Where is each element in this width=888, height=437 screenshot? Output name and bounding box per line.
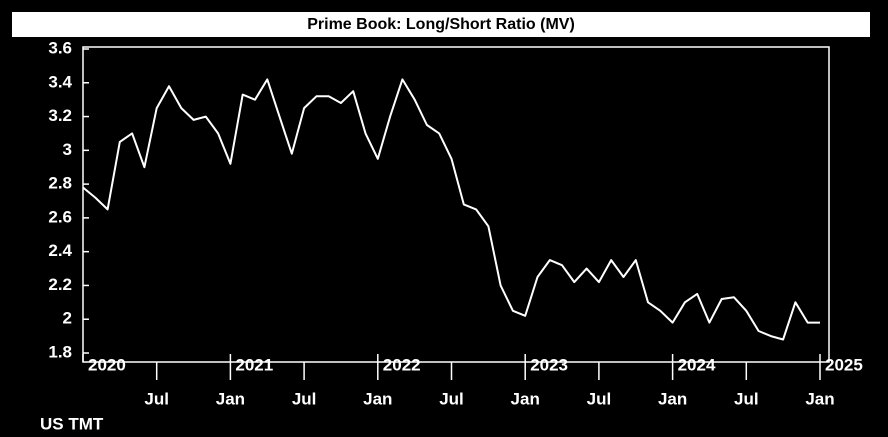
year-label: 2025	[825, 355, 863, 374]
data-line	[82, 78, 820, 341]
year-label: 2020	[88, 355, 126, 374]
footnote: US TMT	[40, 414, 104, 433]
x-tick-label: Jan	[216, 389, 245, 408]
y-tick-label: 3.2	[48, 106, 72, 125]
x-tick-label: Jul	[292, 389, 317, 408]
x-tick-label: Jan	[511, 389, 540, 408]
x-tick-label: Jul	[734, 389, 759, 408]
year-label: 2021	[235, 355, 273, 374]
y-tick-label: 3.4	[48, 72, 72, 91]
y-tick-label: 3	[63, 140, 72, 159]
y-tick-label: 2.4	[48, 241, 72, 260]
y-tick-label: 3.6	[48, 38, 72, 57]
y-tick-label: 2.8	[48, 174, 72, 193]
title-bar	[12, 12, 870, 37]
x-tick-label: Jul	[587, 389, 612, 408]
y-tick-label: 2.6	[48, 207, 72, 226]
year-label: 2023	[530, 355, 568, 374]
year-label: 2022	[383, 355, 421, 374]
x-tick-label: Jul	[144, 389, 169, 408]
plot-frame	[82, 46, 830, 363]
y-tick-label: 2	[63, 309, 72, 328]
x-tick-label: Jan	[805, 389, 834, 408]
x-tick-label: Jan	[363, 389, 392, 408]
chart-title: Prime Book: Long/Short Ratio (MV)	[307, 16, 575, 33]
y-tick-label: 1.8	[48, 342, 72, 361]
year-label: 2024	[678, 355, 716, 374]
x-tick-label: Jul	[439, 389, 464, 408]
x-tick-label: Jan	[658, 389, 687, 408]
y-tick-label: 2.2	[48, 275, 72, 294]
